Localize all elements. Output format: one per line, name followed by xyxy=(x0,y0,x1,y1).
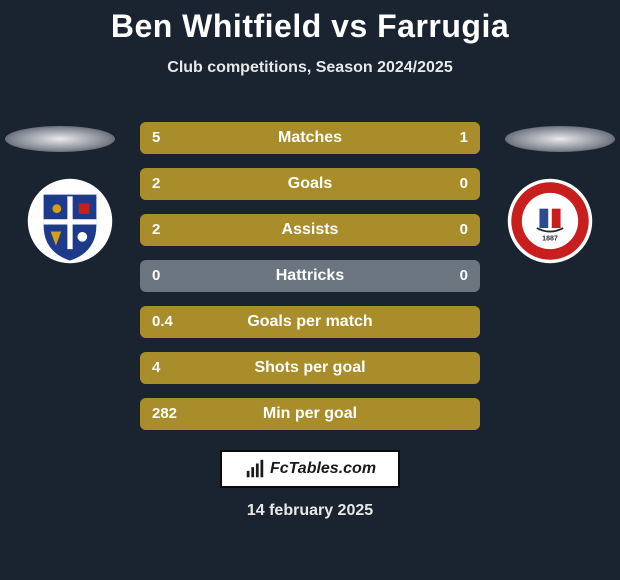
stats-bars: 51Matches 20Goals 20Assists 00Hattricks 0.4G… xyxy=(140,122,480,444)
chart-icon xyxy=(244,458,266,480)
stat-label: Goals xyxy=(140,168,480,200)
club-crest-left xyxy=(26,177,114,265)
stat-label: Shots per goal xyxy=(140,352,480,384)
date-text: 14 february 2025 xyxy=(0,502,620,520)
stat-label: Goals per match xyxy=(140,306,480,338)
stat-label: Matches xyxy=(140,122,480,154)
vs-text: vs xyxy=(331,8,368,44)
stat-label: Min per goal xyxy=(140,398,480,430)
fctables-logo: FcTables.com xyxy=(220,450,400,488)
stat-row: 20Goals xyxy=(140,168,480,200)
subtitle: Club competitions, Season 2024/2025 xyxy=(0,59,620,77)
barrow-crest-icon xyxy=(26,177,114,265)
player1-name: Ben Whitfield xyxy=(111,8,322,44)
logo-text: FcTables.com xyxy=(270,460,376,478)
stat-row: 282Min per goal xyxy=(140,398,480,430)
pedestal-left xyxy=(5,126,115,152)
stat-row: 4Shots per goal xyxy=(140,352,480,384)
svg-text:1887: 1887 xyxy=(542,235,558,242)
pedestal-right xyxy=(505,126,615,152)
stat-row: 00Hattricks xyxy=(140,260,480,292)
club-crest-right: 1887 xyxy=(506,177,594,265)
stat-row: 51Matches xyxy=(140,122,480,154)
player2-name: Farrugia xyxy=(377,8,509,44)
stat-label: Assists xyxy=(140,214,480,246)
page-title: Ben Whitfield vs Farrugia xyxy=(0,0,620,45)
stat-label: Hattricks xyxy=(140,260,480,292)
stat-row: 20Assists xyxy=(140,214,480,246)
stat-row: 0.4Goals per match xyxy=(140,306,480,338)
barnsley-crest-icon: 1887 xyxy=(506,177,594,265)
